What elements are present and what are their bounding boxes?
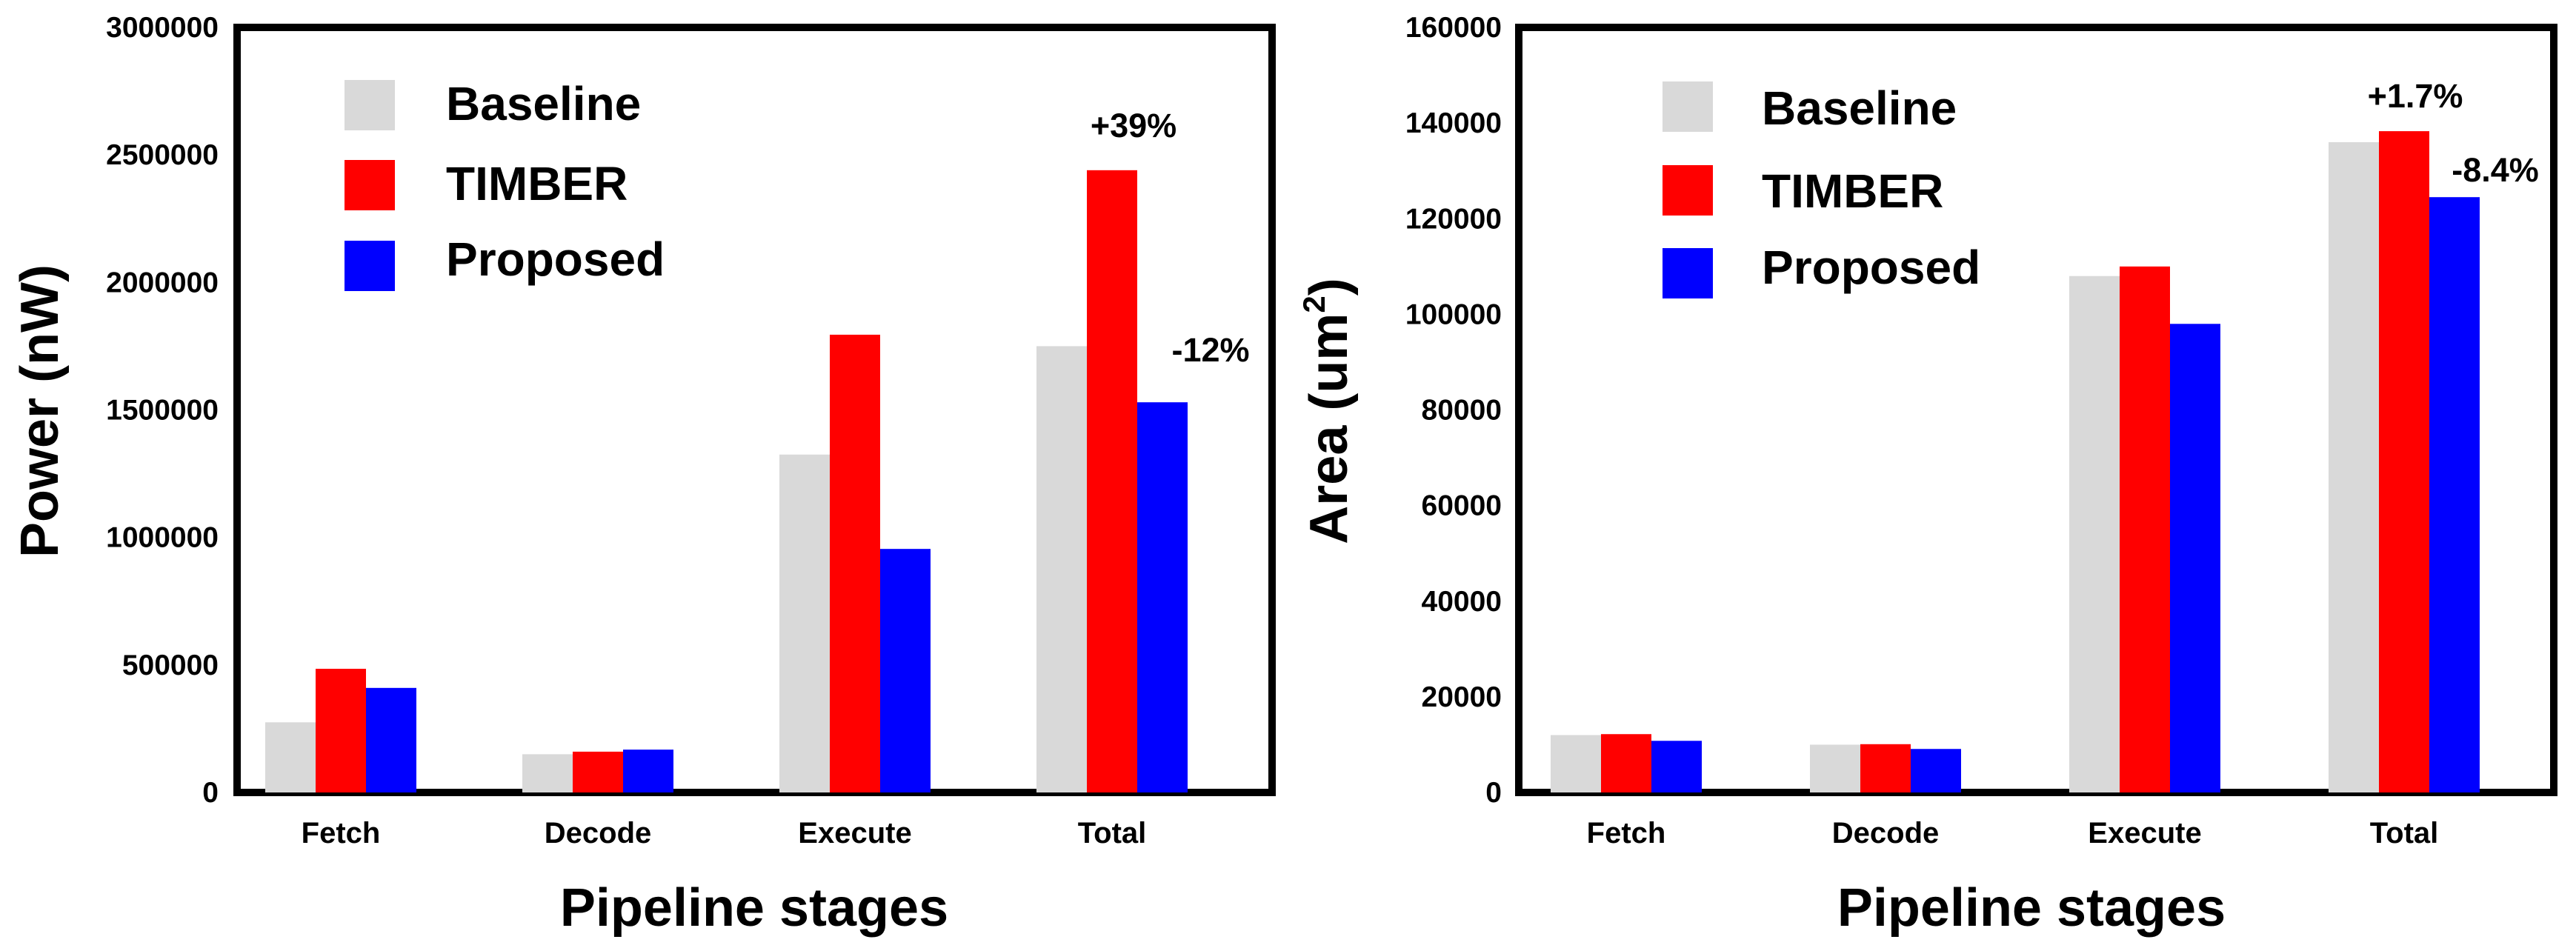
x-tick-label-fetch: Fetch (302, 817, 381, 849)
x-tick-label-execute: Execute (798, 817, 911, 849)
bar-timber-total (1087, 170, 1137, 792)
y-tick-label: 1500000 (106, 395, 219, 427)
bar-proposed-decode (623, 750, 673, 792)
legend-label-timber: TIMBER (1762, 164, 1943, 218)
legend-label-timber: TIMBER (446, 157, 628, 210)
x-tick-label-fetch: Fetch (1587, 817, 1666, 849)
plot-frame (1515, 24, 2557, 796)
y-tick-label: 0 (202, 777, 219, 809)
legend-swatch-proposed (1663, 248, 1713, 298)
bar-group (1551, 131, 2480, 793)
legend-swatch-timber (345, 160, 395, 210)
x-axis-labels: Fetch Decode Execute Total (1587, 817, 2439, 849)
bar-baseline-fetch (1551, 735, 1601, 792)
y-axis-ticks: 0 500000 1000000 1500000 2000000 2500000 30000… (106, 12, 219, 809)
bar-group (265, 170, 1188, 793)
y-axis-title: Area (um2) (1297, 278, 1359, 544)
x-axis-title: Pipeline stages (1837, 878, 2226, 938)
y-axis-ticks: 0 20000 40000 60000 80000 100000 120000 140000 1… (1405, 12, 1502, 809)
x-tick-label-decode: Decode (545, 817, 652, 849)
x-tick-label-execute: Execute (2088, 817, 2201, 849)
bar-proposed-execute (2170, 324, 2220, 793)
y-axis-title: Power (nW) (10, 264, 70, 558)
y-tick-label: 160000 (1405, 12, 1502, 44)
bar-baseline-total (2329, 141, 2379, 792)
annotation-proposed-total: -8.4% (2452, 151, 2539, 189)
y-tick-label: 120000 (1405, 203, 1502, 235)
legend-label-proposed: Proposed (1762, 241, 1980, 294)
bar-timber-decode (573, 751, 623, 792)
y-tick-label: 2000000 (106, 267, 219, 298)
x-tick-label-decode: Decode (1832, 817, 1940, 849)
legend-swatch-timber (1663, 165, 1713, 216)
y-tick-label: 500000 (122, 650, 219, 681)
y-axis-title-main: Area (um (1299, 313, 1359, 544)
legend-swatch-baseline (345, 80, 395, 130)
bar-baseline-decode (1810, 744, 1860, 792)
bar-baseline-execute (2069, 276, 2120, 793)
bar-proposed-fetch (366, 687, 416, 792)
legend-swatch-baseline (1663, 81, 1713, 132)
bar-baseline-execute (779, 454, 830, 792)
bar-timber-execute (830, 334, 880, 793)
plot-frame (233, 24, 1276, 796)
bar-baseline-fetch (265, 722, 316, 792)
y-tick-label: 40000 (1422, 586, 1502, 618)
bar-baseline-total (1036, 346, 1087, 793)
bar-timber-total (2379, 131, 2429, 792)
legend-label-baseline: Baseline (1762, 81, 1957, 135)
annotation-timber-total: +1.7% (2368, 77, 2463, 115)
legend-label-proposed: Proposed (446, 233, 665, 286)
bar-proposed-total (2429, 197, 2480, 792)
y-tick-label: 2500000 (106, 139, 219, 171)
y-tick-label: 100000 (1405, 298, 1502, 330)
legend: Baseline TIMBER Proposed (1663, 81, 1980, 298)
x-tick-label-total: Total (1078, 817, 1147, 849)
x-tick-label-total: Total (2370, 817, 2439, 849)
bar-proposed-fetch (1651, 741, 1702, 792)
y-axis-title-superscript: 2 (1297, 296, 1331, 313)
y-tick-label: 60000 (1422, 490, 1502, 522)
legend-label-baseline: Baseline (446, 77, 641, 130)
y-tick-label: 80000 (1422, 395, 1502, 427)
legend: Baseline TIMBER Proposed (345, 77, 665, 291)
bar-proposed-total (1137, 402, 1188, 792)
bar-baseline-decode (522, 754, 573, 792)
y-tick-label: 140000 (1405, 107, 1502, 139)
bar-timber-fetch (1601, 734, 1651, 792)
annotation-timber-total: +39% (1091, 107, 1176, 144)
y-tick-label: 3000000 (106, 12, 219, 44)
bar-timber-execute (2120, 266, 2170, 792)
annotation-proposed-total: -12% (1171, 331, 1249, 369)
y-tick-label: 1000000 (106, 522, 219, 554)
y-axis-title-close: ) (1299, 278, 1359, 296)
x-axis-labels: Fetch Decode Execute Total (302, 817, 1147, 849)
power-chart: 0 500000 1000000 1500000 2000000 2500000 30000… (10, 12, 1276, 938)
bar-timber-fetch (316, 668, 366, 792)
x-axis-title: Pipeline stages (560, 878, 948, 938)
y-tick-label: 0 (1485, 777, 1502, 809)
area-chart: 0 20000 40000 60000 80000 100000 120000 140000 1… (1297, 12, 2557, 938)
y-tick-label: 20000 (1422, 681, 1502, 713)
bar-proposed-decode (1911, 749, 1961, 792)
bar-timber-decode (1860, 744, 1911, 792)
legend-swatch-proposed (345, 241, 395, 291)
bar-proposed-execute (880, 549, 931, 792)
